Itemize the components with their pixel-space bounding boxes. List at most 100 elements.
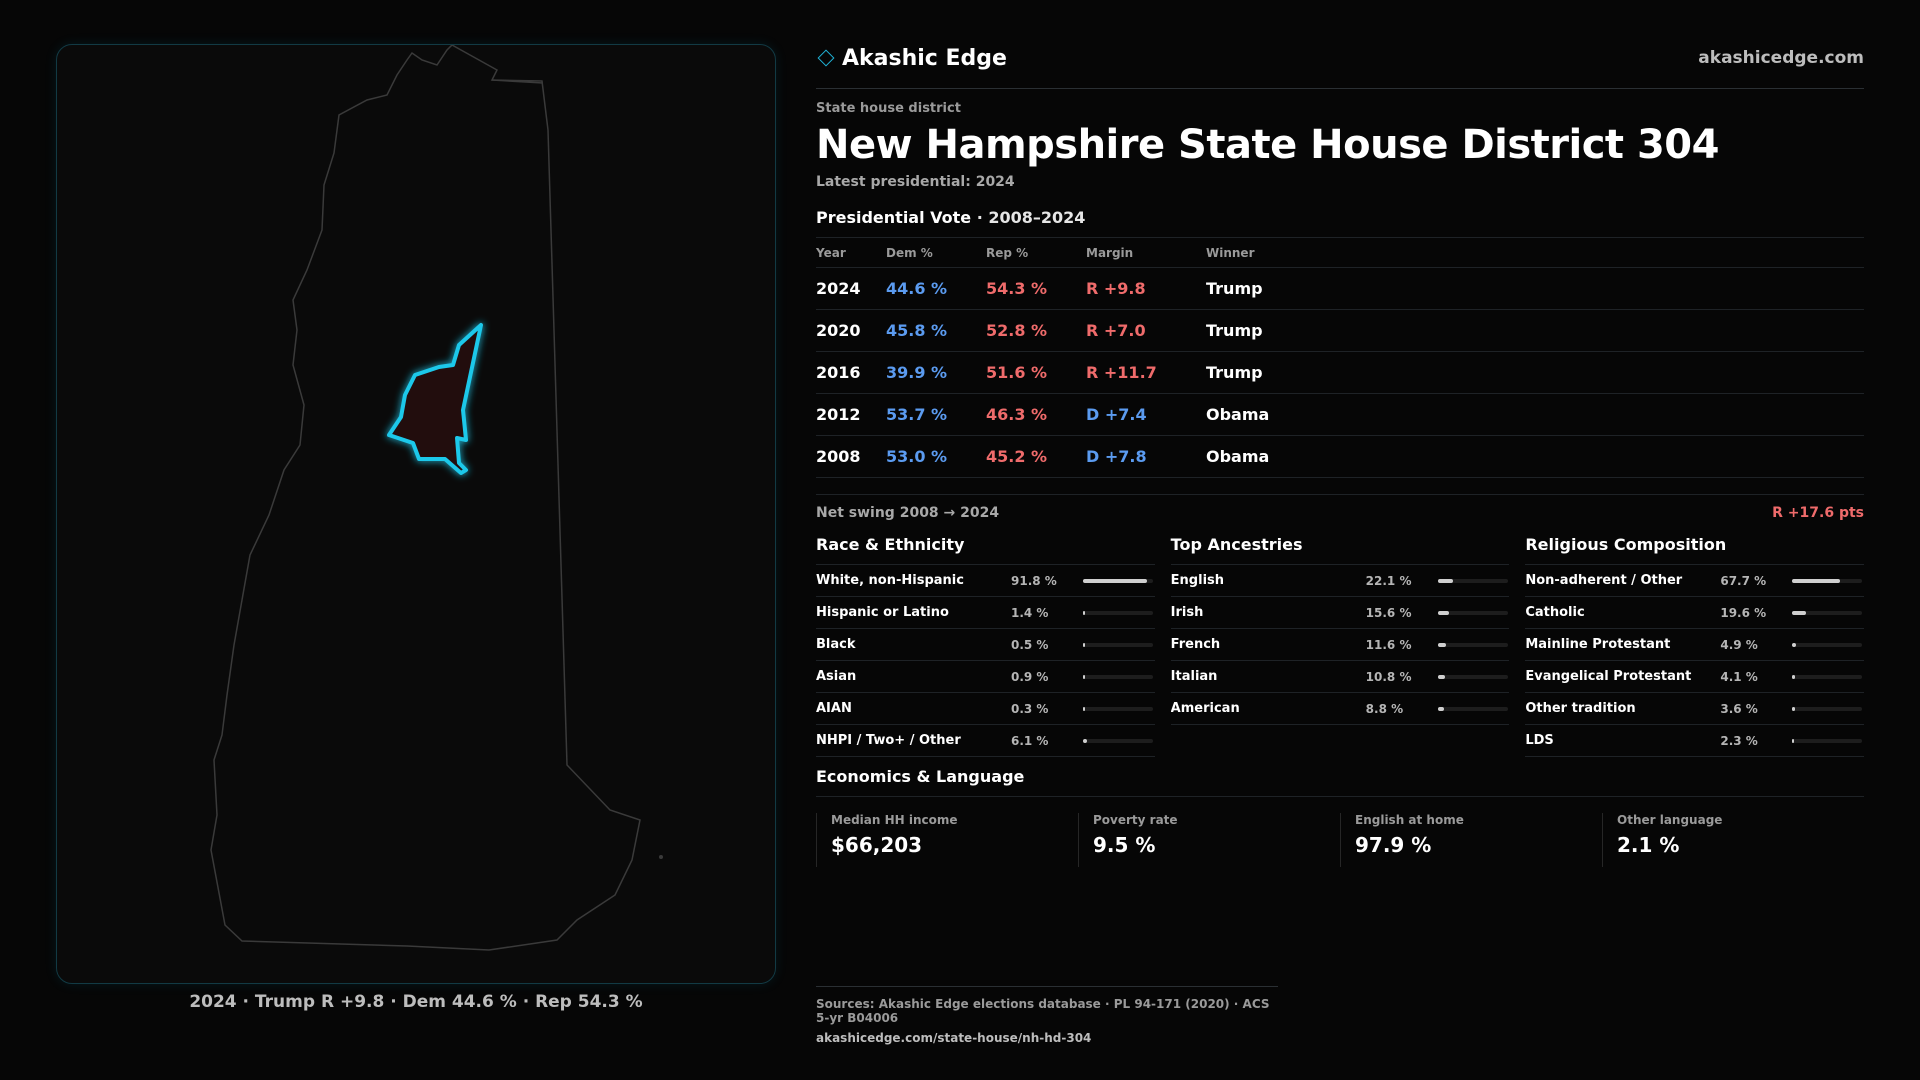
demographic-column: Race & Ethnicity White, non-Hispanic 91.8 … <box>816 535 1155 757</box>
table-header: Year Dem % Rep % Margin Winner <box>816 238 1864 268</box>
economics-stat: Median HH income $66,203 <box>816 813 1078 867</box>
table-row: 2024 44.6 % 54.3 % R +9.8 Trump <box>816 268 1864 310</box>
item-bar <box>1792 610 1863 615</box>
item-bar <box>1083 738 1153 743</box>
cell-margin: R +11.7 <box>1086 363 1157 382</box>
item-value: 3.6 % <box>1720 701 1758 716</box>
item-label: Italian <box>1170 669 1218 684</box>
list-item: English 22.1 % <box>1170 565 1510 597</box>
list-item: AIAN 0.3 % <box>816 693 1155 725</box>
page-kicker: State house district <box>816 101 961 116</box>
list-item: Italian 10.8 % <box>1170 661 1510 693</box>
map-dot <box>659 855 663 859</box>
item-bar-fill <box>1083 610 1085 615</box>
column-header: Dem % <box>886 245 933 260</box>
list-item: LDS 2.3 % <box>1525 725 1865 757</box>
demographics: Race & Ethnicity White, non-Hispanic 91.8 … <box>816 535 1865 757</box>
item-bar <box>1083 642 1153 647</box>
sources-url[interactable]: akashicedge.com/state-house/nh-hd-304 <box>816 1031 1092 1045</box>
net-swing-value: R +17.6 pts <box>1772 505 1864 521</box>
item-value: 8.8 % <box>1365 701 1404 716</box>
cell-rep: 54.3 % <box>986 279 1048 298</box>
item-value: 0.9 % <box>1011 669 1049 684</box>
item-label: English <box>1170 573 1225 588</box>
cell-rep: 45.2 % <box>986 447 1048 466</box>
district-304-shape <box>387 323 483 475</box>
item-value: 1.4 % <box>1011 605 1049 620</box>
item-label: French <box>1170 637 1221 652</box>
diamond-icon <box>817 49 835 67</box>
list-item: Black 0.5 % <box>816 629 1155 661</box>
list-item: White, non-Hispanic 91.8 % <box>816 565 1155 597</box>
item-label: White, non-Hispanic <box>816 573 964 588</box>
item-bar-fill <box>1083 642 1085 647</box>
column-header: Margin <box>1086 245 1134 260</box>
item-bar <box>1792 578 1863 583</box>
item-value: 4.9 % <box>1720 637 1758 652</box>
brand[interactable]: Akashic Edge <box>816 46 1007 71</box>
list-item: Non-adherent / Other 67.7 % <box>1525 565 1865 597</box>
cell-year: 2024 <box>816 279 861 298</box>
item-bar <box>1437 642 1508 647</box>
item-value: 15.6 % <box>1365 605 1412 620</box>
item-bar <box>1437 610 1508 615</box>
item-label: Evangelical Protestant <box>1525 669 1692 684</box>
net-swing: Net swing 2008 → 2024 R +17.6 pts <box>816 494 1864 521</box>
cell-winner: Trump <box>1206 279 1263 298</box>
list-item: Other tradition 3.6 % <box>1525 693 1865 725</box>
list-item: Evangelical Protestant 4.1 % <box>1525 661 1865 693</box>
cell-rep: 51.6 % <box>986 363 1048 382</box>
item-label: Catholic <box>1525 605 1585 620</box>
item-bar <box>1083 610 1153 615</box>
presidential-title: Presidential Vote <box>816 208 972 227</box>
detail-panel: Akashic Edge akashicedge.com State house… <box>816 44 1865 867</box>
economics-stat: Other language 2.1 % <box>1602 813 1864 867</box>
demographic-column: Top Ancestries English 22.1 % Irish 15.6 % Fr… <box>1170 535 1510 757</box>
item-value: 4.1 % <box>1720 669 1758 684</box>
cell-winner: Trump <box>1206 363 1263 382</box>
item-bar-fill <box>1083 674 1085 679</box>
cell-dem: 44.6 % <box>886 279 948 298</box>
cell-dem: 39.9 % <box>886 363 948 382</box>
cell-dem: 53.7 % <box>886 405 948 424</box>
stat-label: English at home <box>1355 813 1464 827</box>
brand-url[interactable]: akashicedge.com <box>1698 48 1864 68</box>
item-bar <box>1083 578 1153 583</box>
item-label: Non-adherent / Other <box>1525 573 1683 588</box>
cell-year: 2016 <box>816 363 861 382</box>
table-row: 2016 39.9 % 51.6 % R +11.7 Trump <box>816 352 1864 394</box>
item-value: 0.3 % <box>1011 701 1049 716</box>
economics-heading: Economics & Language <box>816 767 1864 797</box>
district-map <box>210 45 663 951</box>
table-row: 2008 53.0 % 45.2 % D +7.8 Obama <box>816 436 1864 478</box>
economics-stat: English at home 97.9 % <box>1340 813 1602 867</box>
cell-margin: R +7.0 <box>1086 321 1146 340</box>
cell-margin: D +7.4 <box>1086 405 1147 424</box>
item-bar <box>1437 578 1508 583</box>
cell-margin: D +7.8 <box>1086 447 1147 466</box>
item-label: Asian <box>816 669 857 684</box>
column-title: Religious Composition <box>1525 535 1865 565</box>
item-bar-fill <box>1792 674 1796 679</box>
cell-dem: 53.0 % <box>886 447 948 466</box>
item-label: Hispanic or Latino <box>816 605 949 620</box>
item-bar <box>1437 706 1508 711</box>
item-bar-fill <box>1437 706 1444 711</box>
cell-rep: 52.8 % <box>986 321 1048 340</box>
net-swing-label: Net swing 2008 → 2024 <box>816 505 1000 521</box>
stat-label: Other language <box>1617 813 1723 827</box>
item-bar-fill <box>1437 674 1446 679</box>
item-bar <box>1083 674 1153 679</box>
stat-label: Poverty rate <box>1093 813 1178 827</box>
item-bar-fill <box>1792 738 1795 743</box>
demographic-column: Religious Composition Non-adherent / Othe… <box>1525 535 1865 757</box>
list-item: Catholic 19.6 % <box>1525 597 1865 629</box>
divider <box>816 88 1864 89</box>
stat-value: $66,203 <box>831 833 923 857</box>
item-bar-fill <box>1792 578 1840 583</box>
item-bar-fill <box>1792 610 1807 615</box>
item-label: Other tradition <box>1525 701 1636 716</box>
column-title: Top Ancestries <box>1170 535 1510 565</box>
column-header: Winner <box>1206 245 1255 260</box>
cell-year: 2020 <box>816 321 861 340</box>
